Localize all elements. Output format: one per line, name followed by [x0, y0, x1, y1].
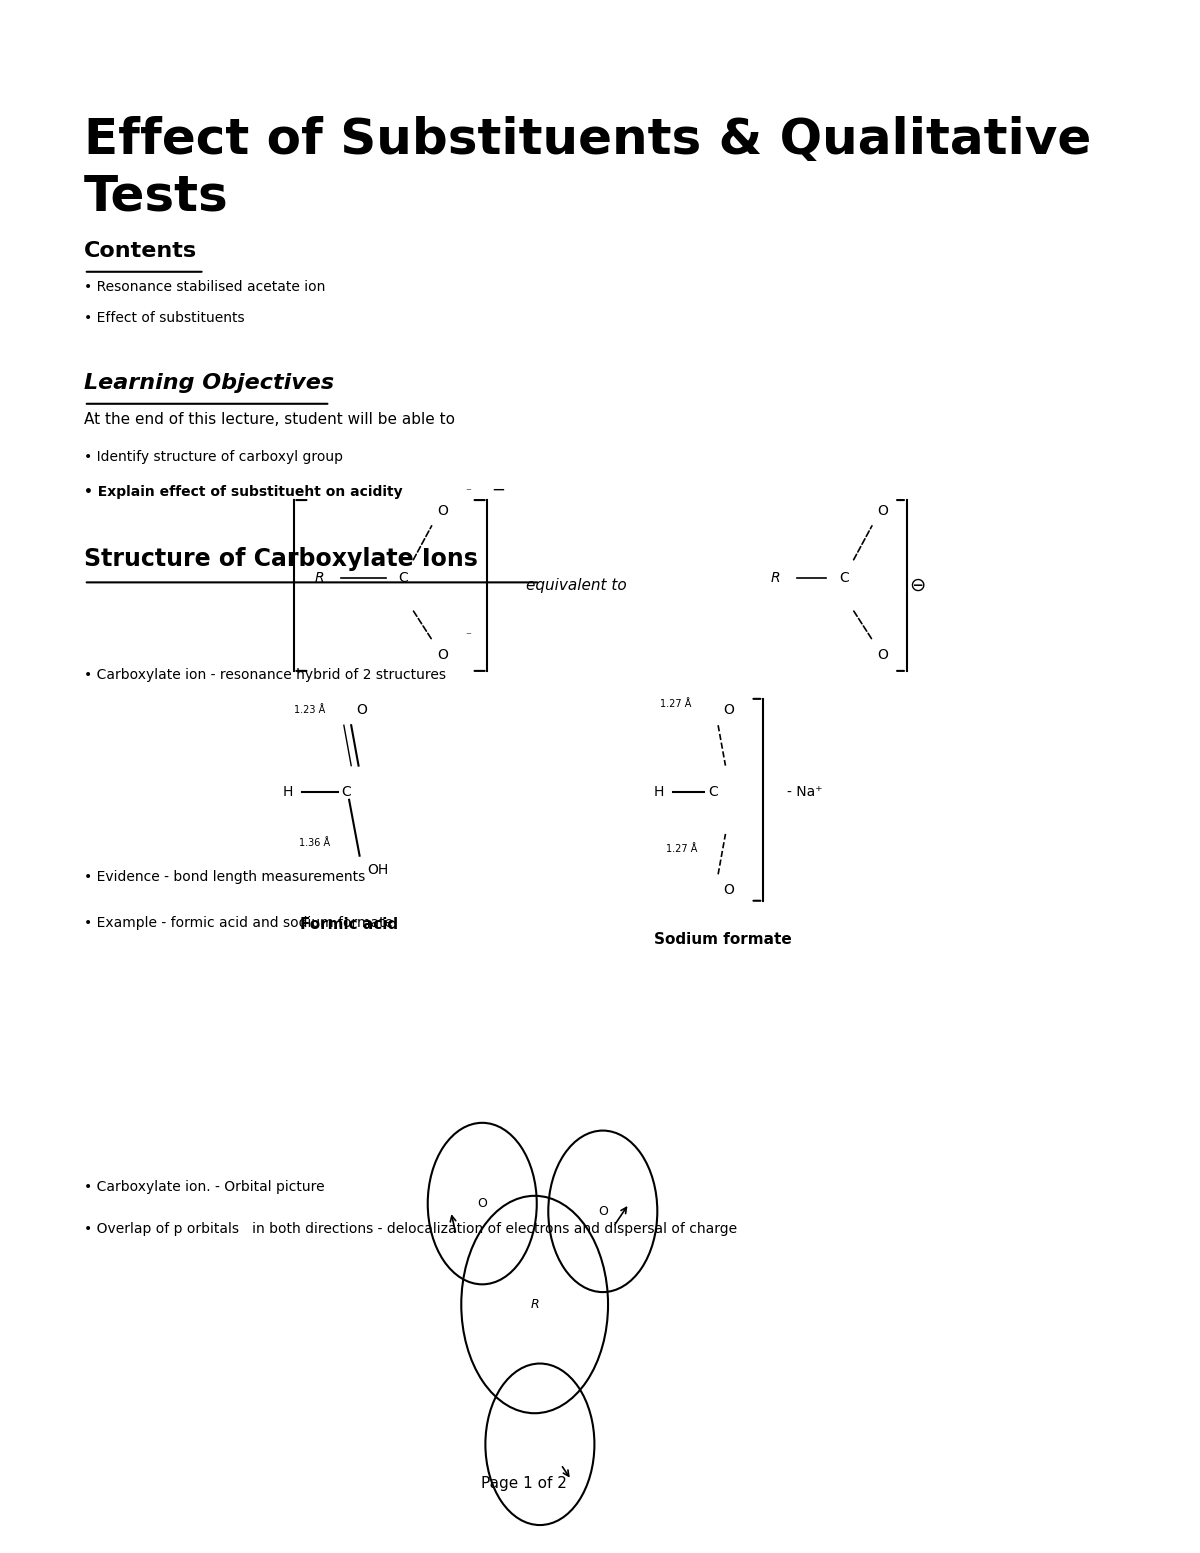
Text: C: C: [398, 570, 408, 585]
Text: 1.36 Å: 1.36 Å: [299, 839, 330, 848]
Text: • Explain effect of substitueht on acidity: • Explain effect of substitueht on acidi…: [84, 485, 402, 499]
Text: R: R: [770, 570, 780, 585]
Text: Page 1 of 2: Page 1 of 2: [481, 1475, 568, 1491]
Text: O: O: [724, 882, 734, 898]
Text: equivalent to: equivalent to: [527, 578, 626, 593]
Text: O: O: [724, 702, 734, 717]
Text: - Na⁺: - Na⁺: [787, 784, 823, 800]
Text: • Carboxylate ion. - Orbital picture: • Carboxylate ion. - Orbital picture: [84, 1180, 324, 1194]
Text: • Resonance stabilised acetate ion: • Resonance stabilised acetate ion: [84, 280, 325, 294]
Text: Effect of Substituents & Qualitative
Tests: Effect of Substituents & Qualitative Tes…: [84, 116, 1091, 221]
Text: ⊖: ⊖: [910, 576, 925, 595]
Text: O: O: [877, 648, 888, 663]
Text: C: C: [839, 570, 848, 585]
Text: ⁻: ⁻: [466, 632, 472, 641]
Text: O: O: [877, 503, 888, 519]
Text: 1.23 Å: 1.23 Å: [294, 705, 325, 714]
Text: • Effect of substituents: • Effect of substituents: [84, 311, 245, 325]
Text: C: C: [341, 784, 350, 800]
Text: −: −: [491, 480, 505, 499]
Text: • Carboxylate ion - resonance hybrid of 2 structures: • Carboxylate ion - resonance hybrid of …: [84, 668, 446, 682]
Text: R: R: [530, 1298, 539, 1311]
Text: OH: OH: [367, 862, 388, 877]
Text: O: O: [437, 503, 448, 519]
Text: • Evidence - bond length measurements: • Evidence - bond length measurements: [84, 870, 365, 884]
Text: C: C: [708, 784, 718, 800]
Text: O: O: [598, 1205, 607, 1218]
Text: Formic acid: Formic acid: [300, 916, 398, 932]
Text: O: O: [478, 1197, 487, 1210]
Text: • Identify structure of carboxyl group: • Identify structure of carboxyl group: [84, 450, 343, 464]
Text: 1.27 Å: 1.27 Å: [660, 699, 692, 708]
Text: At the end of this lecture, student will be able to: At the end of this lecture, student will…: [84, 412, 455, 427]
Text: ⁻: ⁻: [466, 488, 472, 497]
Text: O: O: [437, 648, 448, 663]
Text: H: H: [653, 784, 664, 800]
Text: Learning Objectives: Learning Objectives: [84, 373, 334, 393]
Text: 1.27 Å: 1.27 Å: [666, 845, 697, 854]
Text: Contents: Contents: [84, 241, 197, 261]
Text: O: O: [356, 702, 367, 717]
Text: Structure of Carboxylate Ions: Structure of Carboxylate Ions: [84, 547, 478, 570]
Text: • Overlap of p orbitals   in both directions - delocalization of electrons and d: • Overlap of p orbitals in both directio…: [84, 1222, 737, 1236]
Text: • Example - formic acid and sodium formate: • Example - formic acid and sodium forma…: [84, 916, 392, 930]
Text: R: R: [314, 570, 324, 585]
Text: Sodium formate: Sodium formate: [654, 932, 792, 947]
Text: H: H: [283, 784, 294, 800]
